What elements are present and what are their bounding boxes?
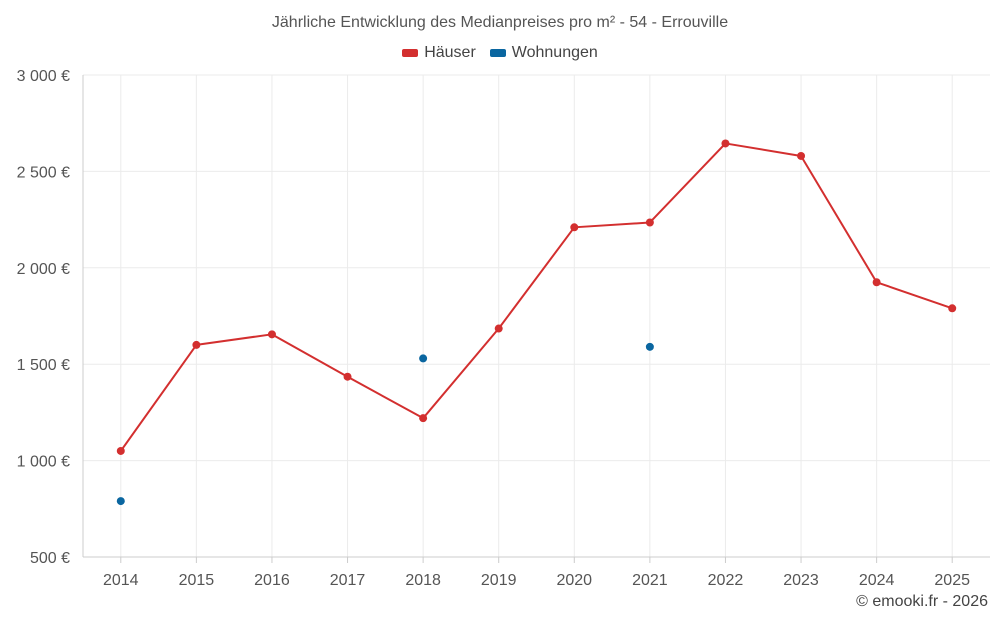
legend-swatch-wohnungen: [489, 49, 506, 57]
y-tick-label: 1 000 €: [17, 454, 70, 471]
data-point-wohnungen: [419, 354, 428, 363]
data-point-haeuser: [721, 139, 730, 148]
axes: 500 € 1 000 € 1 500 € 2 000 € 2 500 € 3 000 €…: [17, 68, 990, 589]
data-point-haeuser: [494, 324, 503, 333]
data-point-haeuser: [343, 372, 352, 381]
x-tick-label: 2019: [481, 572, 517, 589]
x-tick-label: 2021: [632, 572, 668, 589]
data-point-haeuser: [116, 446, 125, 455]
legend-label-haeuser: Häuser: [424, 44, 476, 61]
data-point-haeuser: [570, 223, 579, 232]
data-point-wohnungen: [116, 497, 125, 506]
x-tick-label: 2022: [708, 572, 744, 589]
y-tick-label: 1 500 €: [17, 357, 70, 374]
x-tick-label: 2018: [405, 572, 441, 589]
series: [116, 139, 957, 506]
x-tick-label: 2016: [254, 572, 290, 589]
data-point-haeuser: [267, 330, 276, 339]
chart-title: Jährliche Entwicklung des Medianpreises …: [271, 14, 729, 31]
data-point-wohnungen: [645, 342, 654, 351]
x-tick-label: 2017: [330, 572, 366, 589]
series-line-haeuser: [119, 142, 953, 452]
y-tick-label: 2 500 €: [17, 164, 70, 181]
legend: Häuser Wohnungen: [0, 44, 1000, 62]
grid: [83, 74, 990, 557]
credit-text: © emooki.fr - 2026: [856, 593, 988, 610]
x-tick-label: 2020: [556, 572, 592, 589]
y-tick-label: 3 000 €: [17, 68, 70, 85]
x-tick-label: 2014: [103, 572, 139, 589]
legend-label-wohnungen: Wohnungen: [511, 44, 598, 61]
x-tick-label: 2025: [934, 572, 970, 589]
legend-swatch-haeuser: [402, 49, 419, 57]
y-tick-label: 500 €: [30, 550, 70, 567]
data-point-haeuser: [797, 151, 806, 160]
data-point-haeuser: [645, 218, 654, 227]
y-tick-label: 2 000 €: [17, 261, 70, 278]
legend-item-wohnungen[interactable]: Wohnungen: [489, 44, 598, 62]
x-tick-label: 2023: [783, 572, 819, 589]
legend-item-haeuser[interactable]: Häuser: [402, 44, 476, 62]
data-point-haeuser: [948, 304, 957, 313]
data-point-haeuser: [192, 340, 201, 349]
x-tick-label: 2024: [859, 572, 895, 589]
data-point-haeuser: [419, 414, 428, 423]
data-point-haeuser: [872, 278, 881, 287]
x-tick-label: 2015: [179, 572, 215, 589]
